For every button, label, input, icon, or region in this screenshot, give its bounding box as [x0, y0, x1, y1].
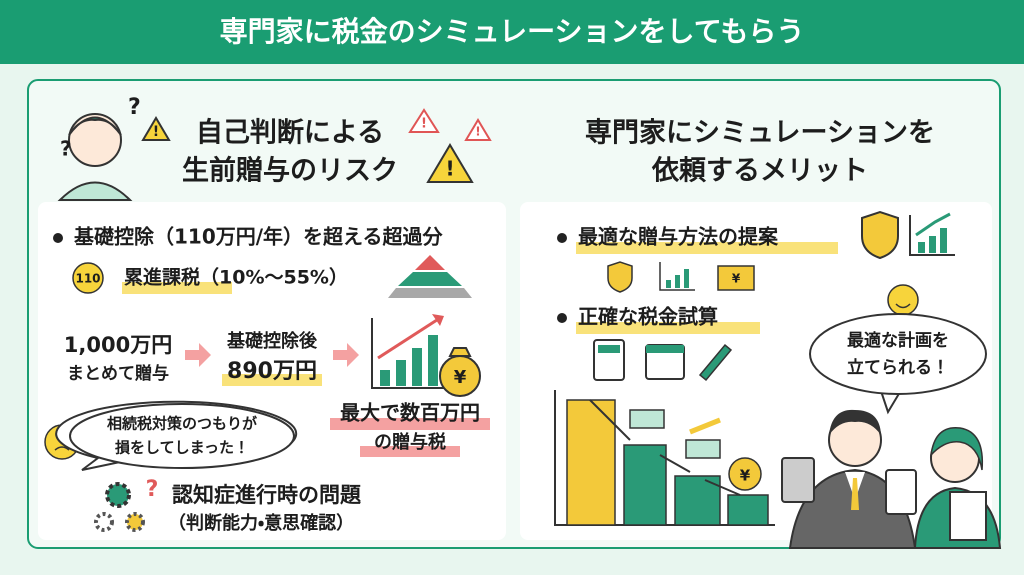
question-icon: ?: [128, 95, 141, 120]
speech-text: 相続税対策のつもりが: [107, 415, 258, 433]
dementia-note: （判断能力・意思確認）: [168, 512, 354, 534]
dementia-title: 認知症進行時の問題: [172, 483, 362, 507]
yen-sign: ¥: [732, 272, 741, 286]
right-heading: 依頼するメリット: [651, 156, 868, 187]
warning-icons: ! ! ! !: [141, 108, 492, 183]
right-heading: 専門家にシミュレーションを: [585, 118, 935, 149]
left-bullet: 基礎控除（110万円/年）を超える超過分: [74, 225, 443, 249]
yen-sign: ¥: [454, 367, 467, 388]
header-bar: [0, 0, 1024, 64]
warning-mark: !: [153, 124, 159, 140]
warning-mark: !: [445, 157, 454, 181]
warning-mark: !: [475, 125, 480, 139]
merit-item: 正確な税金試算: [578, 305, 718, 329]
left-heading: 生前贈与のリスク: [182, 155, 398, 187]
highlight: [122, 282, 232, 294]
highlight: [576, 322, 760, 334]
yen-sign: ¥: [740, 467, 751, 485]
worried-person: ? ?: [57, 95, 141, 201]
smile-face: [887, 284, 919, 316]
left-heading: 自己判断による: [196, 117, 384, 149]
arrow: [185, 343, 211, 367]
highlight: [360, 446, 460, 457]
gears-icon: ?: [94, 477, 159, 532]
arrow: [333, 343, 359, 367]
question-icon: ?: [146, 477, 159, 502]
warning-mark: !: [421, 117, 427, 132]
tax-label: の贈与税: [374, 431, 446, 453]
bullet: [53, 233, 63, 243]
bullet: [557, 313, 567, 323]
speech-text: 立てられる！: [847, 357, 949, 378]
highlight: [222, 374, 322, 386]
bullet: [557, 233, 567, 243]
sad-mouth: [54, 446, 70, 451]
tax-amount: 最大で数百万円: [340, 401, 480, 425]
small-icons: ¥: [607, 261, 755, 293]
step-chart: ¥: [554, 390, 775, 526]
merit-item: 最適な贈与方法の提案: [578, 225, 779, 249]
chart-icon: [909, 212, 955, 256]
pyramid-icon: [388, 255, 472, 298]
question-icon: ?: [60, 137, 72, 161]
experts-illustration: [781, 409, 1002, 549]
progressive-tax: 累進課税（10%～55%）: [124, 266, 348, 289]
speech-bubble: [69, 403, 295, 469]
shield-icon: [861, 210, 899, 260]
badge-label: 110: [75, 272, 100, 286]
after-label: 基礎控除後: [226, 330, 318, 352]
gift-label: まとめて贈与: [67, 363, 169, 384]
speech-text: 最適な計画を: [847, 330, 949, 351]
highlight: [330, 418, 490, 430]
highlight: [576, 242, 838, 254]
rising-bars-icon: ¥: [371, 314, 481, 397]
speech-text: 損をしてしまった！: [115, 439, 249, 457]
gift-amount: 1,000万円: [64, 333, 172, 357]
header-title: 専門家に税金のシミュレーションをしてもらう: [220, 15, 805, 48]
speech-bubble: [809, 313, 987, 395]
smile-mouth: [895, 303, 911, 309]
tool-icons: [593, 339, 733, 382]
badge: [72, 262, 104, 294]
after-amount: 890万円: [227, 359, 317, 384]
